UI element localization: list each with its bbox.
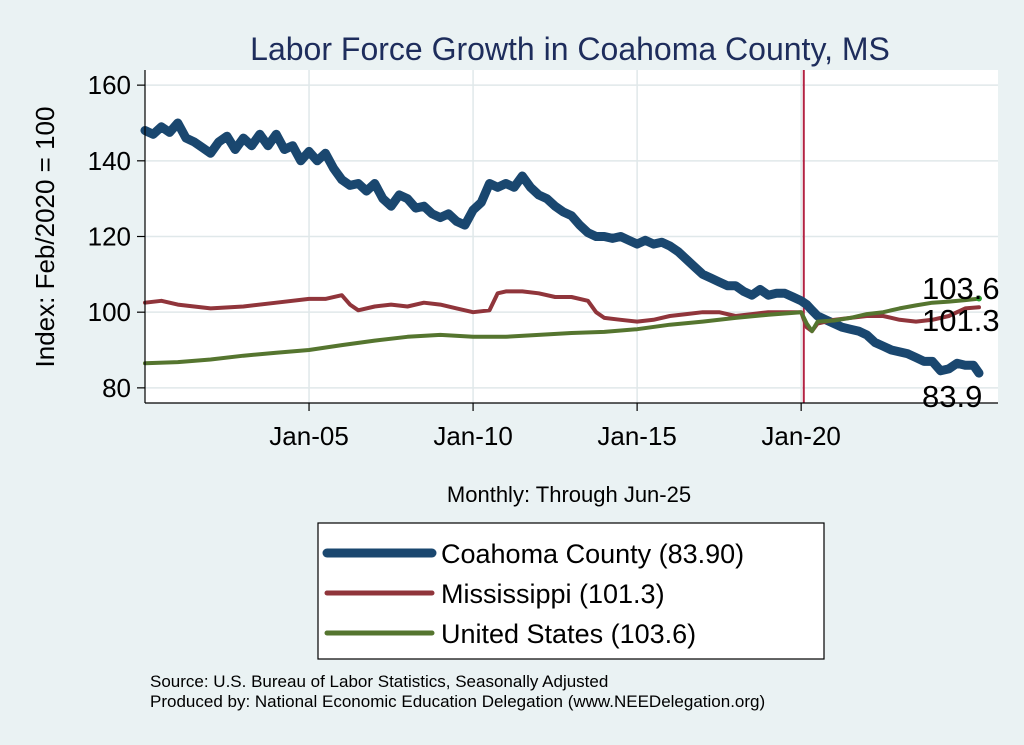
series-line-coahoma-county [140,118,984,378]
series-line-united-states [143,296,981,366]
legend: Coahoma County (83.90) Mississippi (101.3… [317,522,825,660]
source-line: Source: U.S. Bureau of Labor Statistics,… [150,672,609,691]
y-axis-ticks: 80 100 120 140 160 [88,70,145,403]
source-note: Source: U.S. Bureau of Labor Statistics,… [150,672,765,712]
y-tick-label: 120 [88,222,131,252]
legend-label: Coahoma County (83.90) [441,539,744,569]
x-tick-label: Jan-15 [597,421,677,451]
y-tick-label: 140 [88,146,131,176]
end-value-label: 83.9 [922,379,982,414]
x-axis-ticks: Jan-05 Jan-10 Jan-15 Jan-20 [269,403,841,451]
y-tick-label: 80 [102,373,131,403]
legend-label: Mississippi (101.3) [441,579,665,609]
y-tick-label: 100 [88,297,131,327]
x-axis-label: Monthly: Through Jun-25 [447,482,691,507]
y-axis-label: Index: Feb/2020 = 100 [30,107,60,368]
gridlines [145,70,998,403]
y-tick-label: 160 [88,70,131,100]
x-tick-label: Jan-20 [761,421,841,451]
series-group [140,118,984,378]
series-end-marker [975,295,982,302]
x-tick-label: Jan-10 [433,421,513,451]
legend-label: United States (103.6) [441,619,696,649]
produced-by-line: Produced by: National Economic Education… [150,692,766,711]
legend-items: Coahoma County (83.90) Mississippi (101.3… [322,539,744,649]
x-tick-label: Jan-05 [269,421,349,451]
end-value-label: 103.6 [922,271,1000,306]
end-value-label: 101.3 [922,303,1000,338]
chart-title: Labor Force Growth in Coahoma County, MS [250,31,890,67]
